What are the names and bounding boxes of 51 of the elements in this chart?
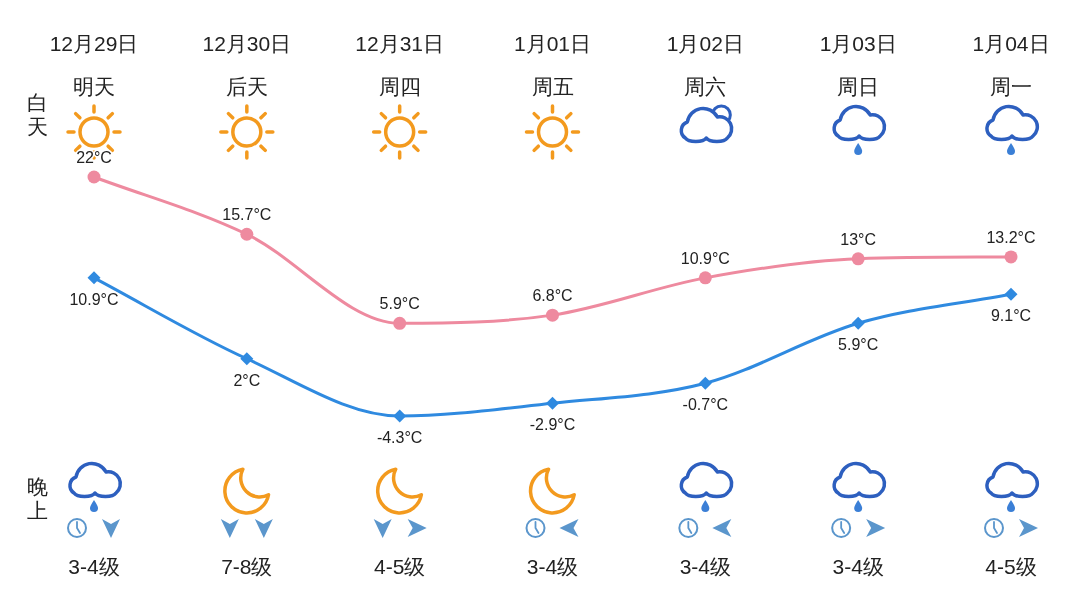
text: 周四 <box>378 75 421 98</box>
point <box>698 271 712 285</box>
point <box>393 409 407 423</box>
point <box>240 352 254 366</box>
point <box>546 308 559 322</box>
x-tick-label: 12月31日 <box>355 32 445 55</box>
x-tick-label: 1月01日 <box>513 32 592 55</box>
text: 4-5级 <box>373 555 426 578</box>
point <box>87 271 101 285</box>
data-label: 10.9°C <box>69 290 119 308</box>
data-label: 5.9°C <box>379 295 420 313</box>
point <box>546 396 559 410</box>
text: 后天 <box>225 75 268 98</box>
data-label: 10.9°C <box>680 249 730 267</box>
text: 周五 <box>531 75 574 98</box>
text: 晚上 <box>26 475 48 522</box>
x-tick-label: 1月03日 <box>819 32 897 55</box>
point <box>851 316 865 330</box>
data-label: -4.3°C <box>376 429 423 446</box>
text: 明天 <box>73 75 115 98</box>
data-label: 22°C <box>76 149 112 166</box>
data-label: 15.7°C <box>222 206 272 224</box>
data-label: 6.8°C <box>532 287 573 305</box>
data-label: 9.1°C <box>990 307 1032 325</box>
text: 7-8级 <box>221 555 273 578</box>
text: 3-4级 <box>68 555 120 578</box>
point <box>698 376 712 390</box>
point <box>1004 287 1018 301</box>
x-tick-label: 1月02日 <box>666 32 744 55</box>
text: 周一 <box>990 75 1032 98</box>
text: 周六 <box>684 75 727 98</box>
point <box>1004 250 1018 264</box>
point <box>393 316 407 330</box>
text: 白天 <box>26 91 48 138</box>
data-label: 5.9°C <box>838 336 879 354</box>
text: 周日 <box>837 75 880 98</box>
text: 3-4级 <box>526 555 579 578</box>
data-label: -2.9°C <box>529 416 576 434</box>
point <box>240 227 254 241</box>
data-label: 13°C <box>840 230 877 248</box>
text: 4-5级 <box>985 555 1037 578</box>
data-label: 2°C <box>233 371 261 389</box>
x-tick-label: 12月30日 <box>202 32 292 55</box>
data-label: 13.2°C <box>986 228 1036 246</box>
x-tick-label: 1月04日 <box>972 32 1050 55</box>
text: 3-4级 <box>832 555 884 578</box>
data-label: -0.7°C <box>682 396 729 414</box>
point <box>87 170 101 184</box>
point <box>851 252 865 266</box>
text: 3-4级 <box>679 555 732 578</box>
x-tick-label: 12月29日 <box>49 32 139 55</box>
